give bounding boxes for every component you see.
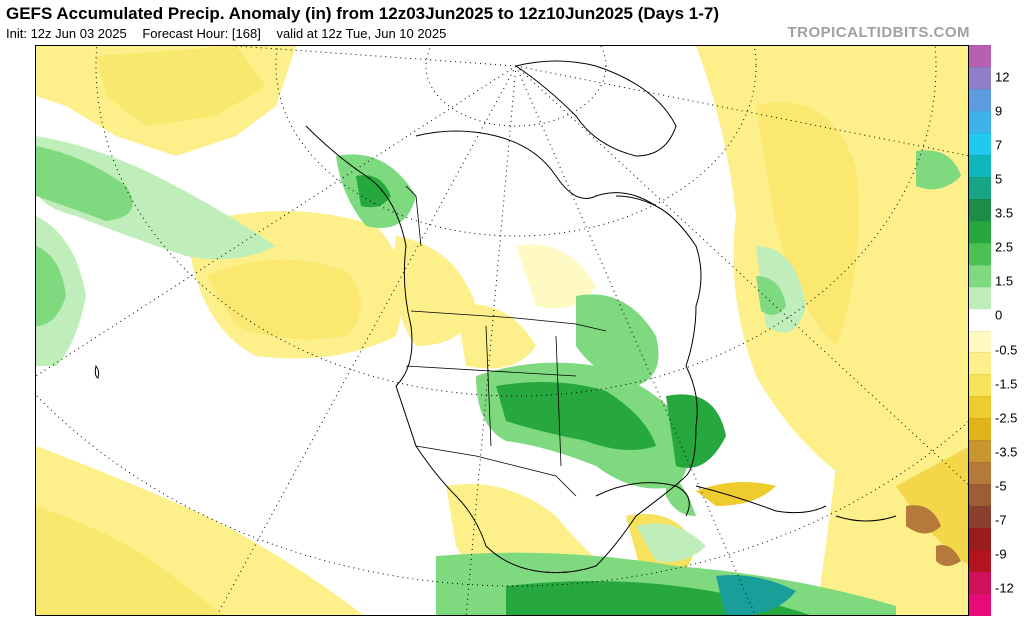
colorbar-swatch	[969, 330, 991, 353]
colorbar-label: 0	[995, 307, 1003, 323]
colorbar-swatch	[969, 572, 991, 595]
colorbar-swatch	[969, 396, 991, 419]
colorbar-label: 12	[995, 69, 1010, 85]
colorbar-label: 7	[995, 137, 1003, 153]
political-borders	[405, 185, 607, 497]
colorbar-label: 3.5	[995, 205, 1014, 221]
colorbar-label: -2.5	[995, 410, 1018, 426]
colorbar-label: 2.5	[995, 239, 1014, 255]
wet-anomaly-layer	[36, 136, 961, 615]
valid-time: valid at 12z Tue, Jun 10 2025	[276, 26, 447, 41]
colorbar-label: 9	[995, 103, 1003, 119]
forecast-hour: Forecast Hour: [168]	[142, 26, 261, 41]
colorbar-swatch	[969, 176, 991, 200]
colorbar-swatch	[969, 550, 991, 573]
colorbar-label: -0.5	[995, 342, 1018, 358]
colorbar-swatch	[969, 374, 991, 397]
colorbar-swatch	[969, 154, 991, 178]
site-brand: TROPICALTIDBITS.COM	[787, 24, 970, 41]
colorbar-swatch	[969, 440, 991, 463]
map-canvas	[36, 46, 968, 615]
init-time: Init: 12z Jun 03 2025	[6, 26, 127, 41]
colorbar-label: -3.5	[995, 444, 1018, 460]
colorbar-swatch	[969, 88, 991, 112]
colorbar-swatch	[969, 264, 991, 288]
colorbar-swatch	[969, 594, 991, 617]
colorbar-swatch	[969, 308, 991, 331]
colorbar-label: -5	[995, 478, 1007, 494]
colorbar-label: 1.5	[995, 273, 1014, 289]
map-title: GEFS Accumulated Precip. Anomaly (in) fr…	[6, 4, 719, 23]
colorbar-swatch	[969, 484, 991, 507]
colorbar-swatch	[969, 45, 991, 68]
colorbar	[969, 45, 991, 617]
colorbar-swatch	[969, 220, 991, 244]
colorbar-label: -9	[995, 546, 1007, 562]
colorbar-label: 5	[995, 171, 1003, 187]
map-subtitle: Init: 12z Jun 03 2025 Forecast Hour: [16…	[6, 26, 458, 41]
dry-anomaly-layer	[36, 46, 968, 615]
colorbar-swatch	[969, 110, 991, 134]
colorbar-swatch	[969, 132, 991, 156]
colorbar-swatch	[969, 198, 991, 222]
colorbar-label: -7	[995, 512, 1007, 528]
colorbar-swatch	[969, 286, 991, 310]
graticule	[36, 46, 968, 615]
colorbar-label: -1.5	[995, 376, 1018, 392]
colorbar-label: -12	[995, 580, 1014, 596]
colorbar-swatch	[969, 352, 991, 375]
colorbar-swatch	[969, 528, 991, 551]
colorbar-swatch	[969, 506, 991, 529]
colorbar-swatch	[969, 418, 991, 441]
precip-anomaly-map[interactable]	[35, 45, 969, 616]
colorbar-swatch	[969, 242, 991, 266]
colorbar-swatch	[969, 462, 991, 485]
colorbar-swatch	[969, 66, 991, 90]
